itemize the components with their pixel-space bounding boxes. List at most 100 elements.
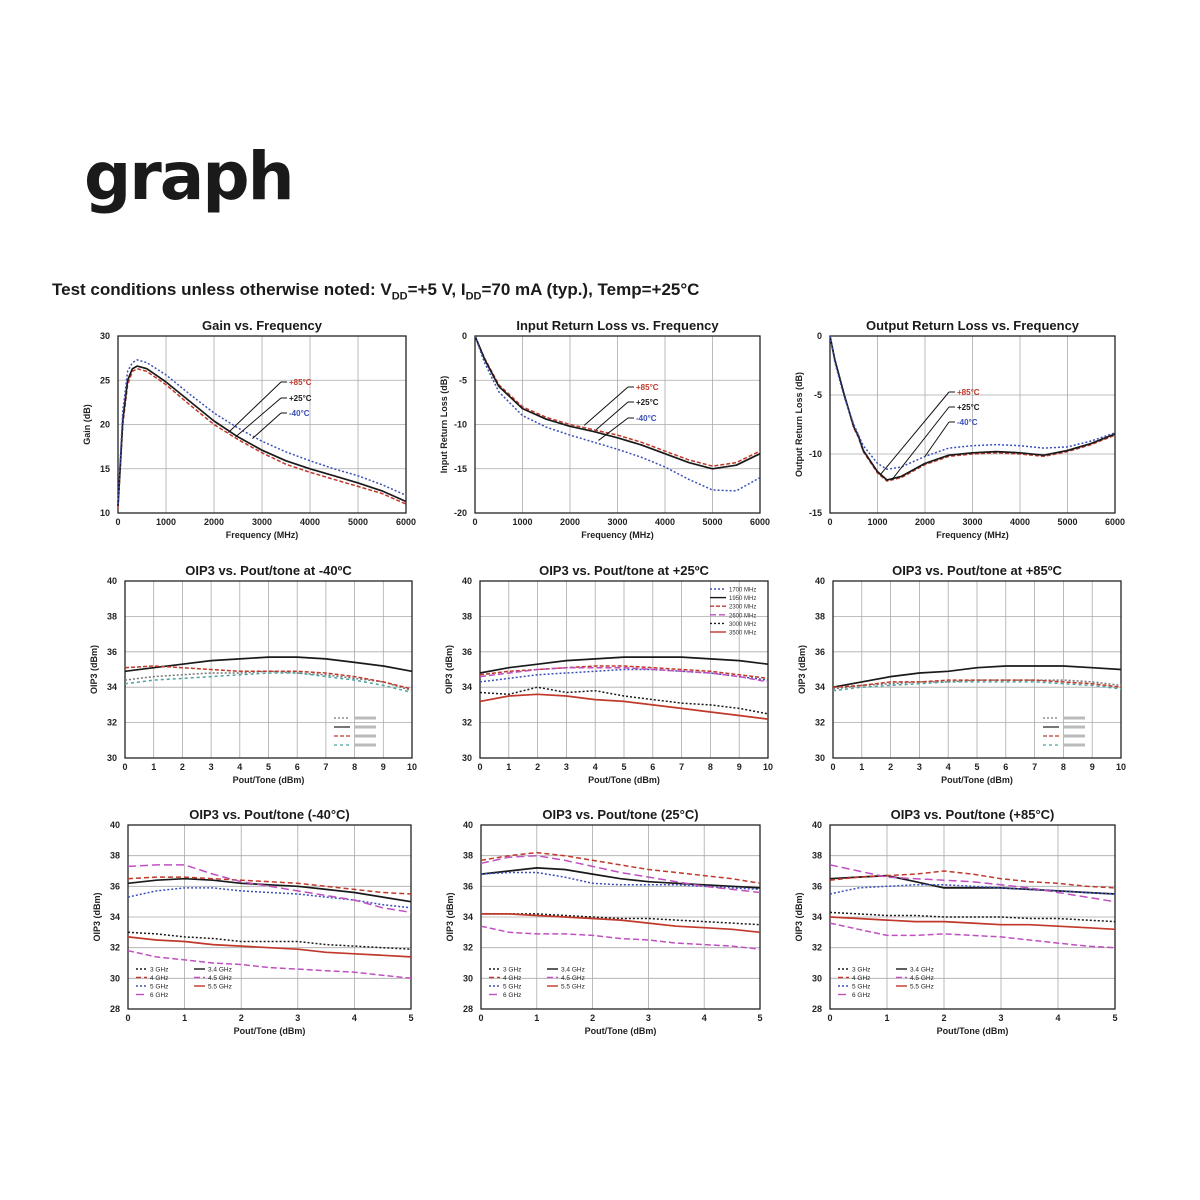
- series-line-4: [480, 925, 761, 950]
- x-tick-label: 1000: [156, 517, 176, 527]
- y-tick-label: 30: [100, 331, 110, 341]
- series-line-5: [479, 686, 769, 715]
- chart-3: Output Return Loss vs. Frequency 0 1000 200…: [794, 318, 1125, 540]
- series-line-5: [829, 884, 1116, 895]
- x-axis-label: Frequency (MHz): [226, 530, 299, 540]
- series-line-7: [127, 864, 412, 914]
- x-tick-label: 4: [946, 762, 951, 772]
- chart-title: OIP3 vs. Pout/tone at +85ºC: [892, 563, 1062, 578]
- legend-label: +85°C: [957, 388, 980, 397]
- series-line-4: [832, 681, 1122, 692]
- legend-label: 4 GHz: [503, 975, 521, 982]
- legend-label: 1700 MHz: [729, 588, 756, 594]
- x-tick-label: 0: [827, 1013, 832, 1023]
- x-axis-label: Pout/Tone (dBm): [937, 1026, 1009, 1036]
- chart-title: OIP3 vs. Pout/tone (-40°C): [189, 807, 350, 822]
- x-axis-label: Pout/Tone (dBm): [234, 1026, 306, 1036]
- y-tick-label: 32: [812, 943, 822, 953]
- legend-label: 6 GHz: [852, 992, 870, 999]
- x-tick-label: 3: [295, 1013, 300, 1023]
- y-tick-label: -15: [454, 464, 467, 474]
- x-tick-label: 2000: [204, 517, 224, 527]
- x-tick-label: 5000: [702, 517, 722, 527]
- series-line-2: [480, 867, 761, 889]
- y-tick-label: 36: [463, 881, 473, 891]
- series-line-4: [829, 922, 1116, 949]
- chart-title: OIP3 vs. Pout/tone at -40ºC: [185, 563, 352, 578]
- y-tick-label: 34: [462, 682, 472, 692]
- legend-label-illegible: [1063, 734, 1085, 738]
- chart-9: OIP3 vs. Pout/tone (+85°C)0 1 2 3 4 528303234…: [794, 807, 1118, 1036]
- series-line-6: [127, 936, 412, 958]
- series-line-1: [479, 668, 769, 683]
- x-tick-label: 10: [407, 762, 417, 772]
- y-axis-label: OIP3 (dBm): [89, 645, 99, 694]
- chart-title: OIP3 vs. Pout/tone at +25ºC: [539, 563, 709, 578]
- x-tick-label: 5: [266, 762, 271, 772]
- legend-label: -40°C: [957, 418, 978, 427]
- legend-label: 3 GHz: [503, 967, 521, 974]
- legend-label: 6 GHz: [503, 992, 521, 999]
- series-line-2: [829, 874, 1116, 895]
- x-tick-label: 1: [506, 762, 511, 772]
- y-tick-label: 20: [100, 420, 110, 430]
- x-tick-label: 6000: [1105, 517, 1125, 527]
- y-tick-label: 32: [463, 943, 473, 953]
- x-tick-label: 7: [1032, 762, 1037, 772]
- y-tick-label: 38: [463, 851, 473, 861]
- legend-label: 4.5 GHz: [208, 975, 232, 982]
- legend-label-illegible: [1063, 716, 1085, 720]
- idd-subscript: DD: [465, 290, 482, 303]
- x-tick-label: 0: [478, 1013, 483, 1023]
- series-line-6: [829, 916, 1116, 931]
- test-conditions: Test conditions unless otherwise noted: …: [52, 280, 699, 302]
- callout-leader: [891, 406, 950, 481]
- x-tick-label: 2000: [560, 517, 580, 527]
- x-tick-label: 5: [408, 1013, 413, 1023]
- y-tick-label: 30: [812, 973, 822, 983]
- x-tick-label: 0: [122, 762, 127, 772]
- y-axis-label: Gain (dB): [82, 404, 92, 445]
- y-tick-label: -20: [454, 508, 467, 518]
- legend-label: 3 GHz: [150, 967, 168, 974]
- x-tick-label: 4: [593, 762, 598, 772]
- chart-7: OIP3 vs. Pout/tone (-40°C)0 1 2 3 4 528303234…: [92, 807, 414, 1036]
- chart-1: Gain vs. Frequency 0 1000 2000 3000 4000 5000 6…: [82, 318, 416, 540]
- x-tick-label: 0: [477, 762, 482, 772]
- y-tick-label: 30: [462, 753, 472, 763]
- x-tick-label: 2: [535, 762, 540, 772]
- series-line-7: [480, 854, 761, 894]
- chart-title: Output Return Loss vs. Frequency: [866, 318, 1080, 333]
- x-tick-label: 5: [1112, 1013, 1117, 1023]
- vdd-subscript: DD: [391, 290, 408, 303]
- y-axis-label: OIP3 (dBm): [794, 892, 804, 941]
- legend-label: -40°C: [636, 414, 657, 423]
- x-tick-label: 6000: [750, 517, 770, 527]
- series-line-6: [481, 913, 761, 934]
- legend-label: 3500 MHz: [729, 631, 756, 637]
- plot-frame: [127, 824, 412, 1010]
- y-tick-label: 32: [815, 718, 825, 728]
- series-line-6: [479, 693, 769, 720]
- y-tick-label: 38: [110, 851, 120, 861]
- y-tick-label: 0: [817, 331, 822, 341]
- y-tick-label: 10: [100, 508, 110, 518]
- x-tick-label: 4000: [1010, 517, 1030, 527]
- series-line-7: [829, 864, 1116, 903]
- legend-label: 5 GHz: [503, 984, 521, 991]
- y-axis-label: OIP3 (dBm): [445, 892, 455, 941]
- y-tick-label: 34: [815, 682, 825, 692]
- y-tick-label: 28: [463, 1004, 473, 1014]
- y-tick-label: 30: [815, 753, 825, 763]
- y-tick-label: -15: [809, 508, 822, 518]
- callout-leader: [924, 421, 950, 457]
- callout-leader: [252, 412, 282, 440]
- legend-label: 3.4 GHz: [561, 967, 585, 974]
- callout-leader: [583, 386, 629, 426]
- series-line-3: [480, 851, 761, 885]
- x-axis-label: Frequency (MHz): [936, 530, 1009, 540]
- x-tick-label: 5: [757, 1013, 762, 1023]
- y-tick-label: 40: [462, 576, 472, 586]
- x-tick-label: 6: [650, 762, 655, 772]
- y-axis-label: OIP3 (dBm): [444, 645, 454, 694]
